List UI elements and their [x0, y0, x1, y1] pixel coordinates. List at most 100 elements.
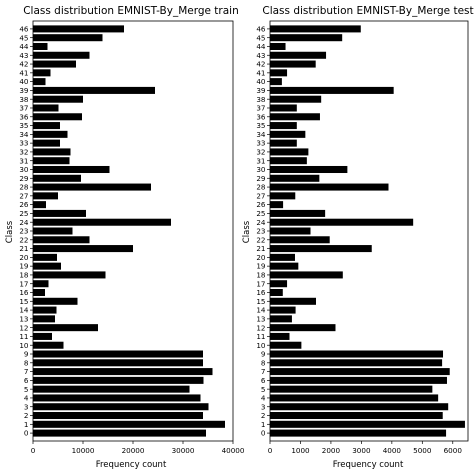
- test-y-tick-label: 0: [261, 429, 266, 438]
- test-y-tick-label: 25: [256, 209, 265, 218]
- test-bar-class-5: [270, 385, 433, 393]
- test-y-tick-label: 7: [261, 367, 266, 376]
- test-y-tick-label: 23: [256, 227, 265, 236]
- train-y-tick-label: 38: [19, 95, 29, 104]
- train-bar-class-17: [33, 280, 49, 288]
- test-y-tick-label: 28: [256, 183, 266, 192]
- test-bar-class-39: [270, 86, 394, 94]
- test-y-tick-label: 46: [256, 25, 266, 34]
- train-y-tick-label: 27: [19, 191, 28, 200]
- train-y-tick-label: 37: [19, 104, 28, 113]
- test-bar-class-34: [270, 130, 306, 138]
- test-y-tick-label: 12: [256, 323, 265, 332]
- test-y-tick-label: 10: [256, 341, 266, 350]
- train-bar-class-1: [33, 420, 225, 428]
- test-bar-class-19: [270, 262, 299, 270]
- test-y-tick-label: 32: [256, 148, 265, 157]
- test-bar-class-14: [270, 306, 296, 314]
- train-y-tick-label: 25: [19, 209, 28, 218]
- test-bar-class-18: [270, 271, 343, 279]
- test-y-tick-label: 9: [261, 350, 266, 359]
- test-y-tick-label: 15: [256, 297, 265, 306]
- train-y-tick-label: 39: [19, 86, 29, 95]
- test-y-tick-label: 6: [261, 376, 266, 385]
- train-y-tick-label: 18: [19, 271, 29, 280]
- train-y-tick-label: 20: [19, 253, 29, 262]
- test-bar-class-12: [270, 324, 336, 332]
- test-bar-class-0: [270, 429, 447, 437]
- train-y-tick-label: 14: [19, 306, 29, 315]
- train-y-tick-label: 28: [19, 183, 29, 192]
- train-x-tick-label: 10000: [72, 446, 95, 455]
- train-bar-class-20: [33, 253, 57, 261]
- train-chart: Class distribution EMNIST-By_Merge train…: [5, 5, 245, 470]
- train-bar-class-36: [33, 113, 82, 121]
- test-y-tick-label: 11: [256, 332, 265, 341]
- train-x-tick-label: 0: [31, 446, 36, 455]
- train-bar-class-19: [33, 262, 61, 270]
- test-y-tick-label: 30: [256, 165, 266, 174]
- train-bar-class-15: [33, 297, 78, 305]
- train-bar-class-46: [33, 25, 124, 33]
- test-bar-class-35: [270, 122, 297, 130]
- train-bar-class-45: [33, 34, 103, 42]
- test-y-tick-label: 16: [256, 288, 266, 297]
- test-bar-class-45: [270, 34, 343, 42]
- test-bar-class-22: [270, 236, 330, 244]
- test-y-tick-label: 44: [256, 42, 266, 51]
- test-x-tick-label: 0: [268, 446, 273, 455]
- test-y-tick-label: 40: [256, 77, 266, 86]
- test-y-tick-label: 4: [261, 394, 266, 403]
- test-bar-class-27: [270, 192, 296, 200]
- train-bar-class-16: [33, 288, 45, 297]
- test-bar-class-25: [270, 209, 326, 217]
- test-bar-class-43: [270, 51, 327, 59]
- train-bar-class-4: [33, 394, 201, 402]
- test-bar-class-40: [270, 78, 282, 86]
- test-bar-class-13: [270, 315, 292, 323]
- train-bar-class-39: [33, 86, 155, 94]
- train-bar-class-21: [33, 245, 133, 253]
- train-bar-class-34: [33, 130, 68, 138]
- test-x-tick-label: 5000: [413, 446, 432, 455]
- test-bar-class-7: [270, 368, 450, 376]
- test-y-tick-label: 34: [256, 130, 266, 139]
- train-y-tick-label: 44: [19, 42, 29, 51]
- train-bar-class-8: [33, 359, 203, 367]
- train-x-tick-label: 30000: [172, 446, 195, 455]
- train-chart-title: Class distribution EMNIST-By_Merge train: [23, 5, 239, 17]
- train-bar-class-43: [33, 51, 90, 59]
- train-bar-class-25: [33, 209, 86, 217]
- test-bar-class-24: [270, 218, 414, 226]
- train-bar-class-31: [33, 157, 70, 165]
- test-y-tick-label: 3: [261, 402, 266, 411]
- train-y-tick-label: 46: [19, 25, 29, 34]
- train-y-tick-label: 19: [19, 262, 29, 271]
- train-bar-class-14: [33, 306, 57, 314]
- test-y-tick-label: 5: [261, 385, 266, 394]
- test-bar-class-2: [270, 412, 443, 420]
- test-bar-class-31: [270, 157, 307, 165]
- test-bar-class-11: [270, 332, 290, 340]
- train-bar-class-28: [33, 183, 151, 191]
- train-bar-class-7: [33, 368, 213, 376]
- train-bar-class-38: [33, 95, 83, 103]
- train-y-tick-label: 29: [19, 174, 29, 183]
- test-x-axis-label: Frequency count: [333, 460, 404, 470]
- train-bar-class-18: [33, 271, 106, 279]
- train-bar-class-13: [33, 315, 55, 323]
- test-y-tick-label: 33: [256, 139, 265, 148]
- test-bar-class-16: [270, 288, 283, 297]
- test-bar-class-29: [270, 174, 320, 182]
- test-y-tick-label: 45: [256, 33, 265, 42]
- test-y-tick-label: 22: [256, 235, 265, 244]
- test-y-tick-label: 19: [256, 262, 266, 271]
- train-bar-class-30: [33, 165, 110, 174]
- test-bar-class-8: [270, 359, 443, 367]
- train-y-tick-label: 5: [24, 385, 29, 394]
- test-chart: Class distribution EMNIST-By_Merge test …: [242, 5, 474, 470]
- test-bar-class-26: [270, 201, 284, 209]
- train-y-tick-label: 7: [24, 367, 29, 376]
- test-bar-class-23: [270, 227, 311, 235]
- train-y-tick-label: 43: [19, 51, 28, 60]
